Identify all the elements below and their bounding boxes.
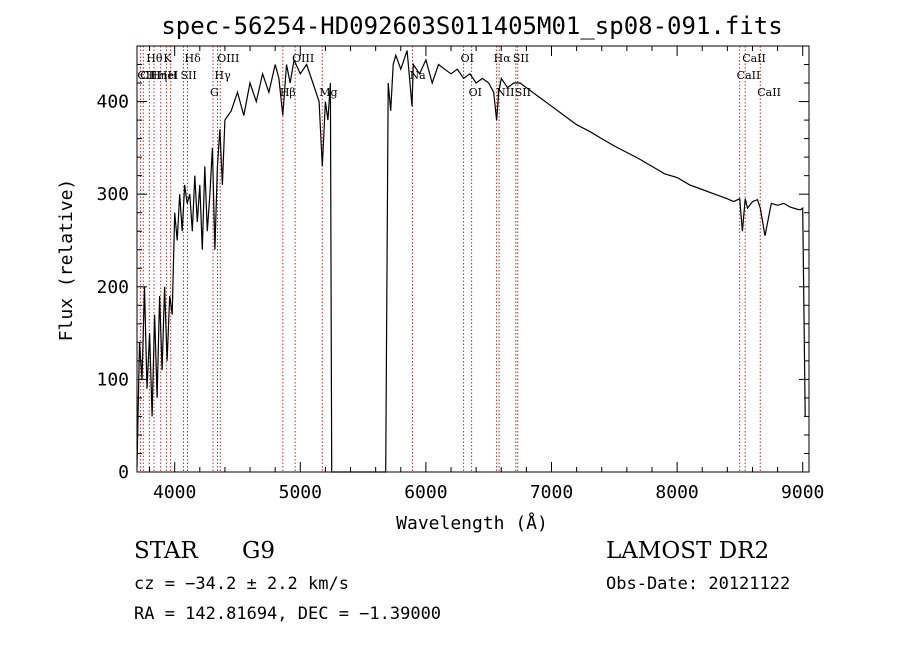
line-label: CII: [137, 69, 154, 82]
x-tick-label: 8000: [655, 482, 698, 503]
chart-title: spec-56254-HD092603S011405M01_sp08-091.f…: [161, 12, 782, 40]
line-label: Hη: [151, 69, 167, 82]
x-tick-label: 7000: [530, 482, 573, 503]
line-label: CaII: [757, 86, 781, 99]
line-label: SII: [180, 69, 196, 82]
line-label: OIII: [292, 52, 314, 65]
y-tick-label: 0: [118, 462, 129, 483]
line-label: CII: [140, 69, 157, 82]
y-tick-label: 300: [96, 184, 129, 205]
line-label: OIII: [217, 52, 239, 65]
x-tick-label: 6000: [404, 482, 447, 503]
y-axis-label: Flux (relative): [56, 179, 77, 342]
line-label: H: [168, 69, 178, 82]
plot-frame: [136, 45, 810, 473]
observation-date: Obs-Date: 20121122: [606, 574, 791, 594]
x-tick-label: 5000: [279, 482, 322, 503]
y-tick-label: 400: [96, 92, 129, 113]
x-axis-label: Wavelength (Å): [396, 512, 548, 534]
line-label: Mg: [319, 86, 337, 99]
y-tick-label: 100: [96, 369, 129, 390]
line-label: OI: [461, 52, 474, 65]
spectrum-line: [136, 50, 806, 473]
y-axis-ticks: 0 100 200 300 400: [96, 64, 809, 483]
spectral-line-markers: [139, 46, 761, 472]
line-label: Hγ: [215, 69, 232, 82]
object-class: STAR: [134, 538, 198, 564]
line-label: Hα: [494, 52, 512, 65]
x-tick-label: 9000: [781, 482, 824, 503]
redshift-value: cz = −34.2 ± 2.2 km/s: [134, 574, 349, 594]
x-axis-ticks: 4000 5000 6000 7000 8000 9000: [149, 46, 824, 503]
x-tick-label: 4000: [153, 482, 196, 503]
line-label: NII: [496, 86, 514, 99]
coordinates: RA = 142.81694, DEC = −1.39000: [134, 604, 442, 624]
line-label: CaII: [737, 69, 761, 82]
line-label: HeI: [158, 69, 178, 82]
line-label: Hβ: [280, 86, 296, 99]
line-label: Hδ: [184, 52, 201, 65]
survey-name: LAMOST DR2: [606, 538, 770, 564]
line-label: CaII: [742, 52, 766, 65]
object-subclass: G9: [242, 538, 276, 564]
line-label: OI: [469, 86, 482, 99]
line-label: SII: [515, 86, 531, 99]
line-label: SII: [513, 52, 529, 65]
line-label: Hθ: [146, 52, 163, 65]
line-label: G: [210, 86, 219, 99]
y-tick-label: 200: [96, 277, 129, 298]
line-label: K: [163, 52, 172, 65]
